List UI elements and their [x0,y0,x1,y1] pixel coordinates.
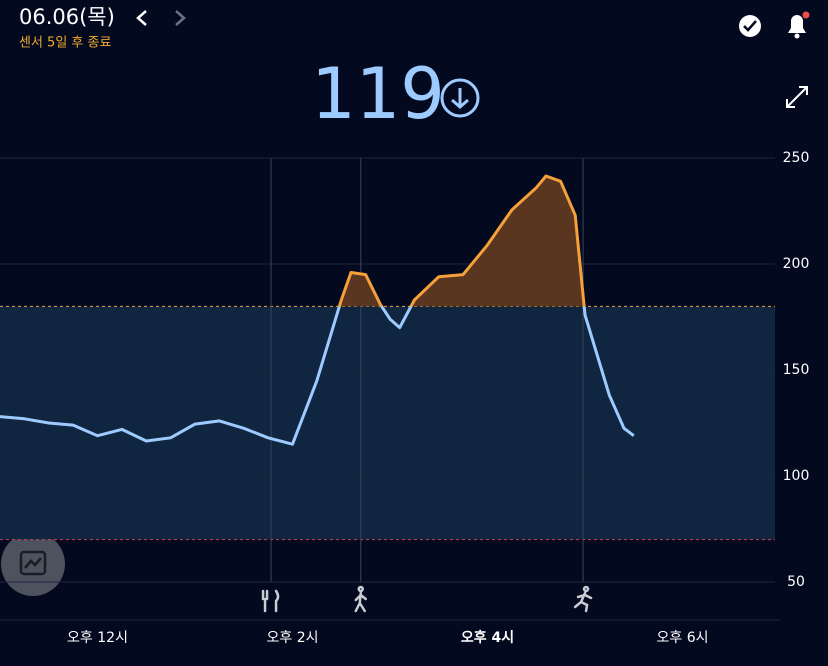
expand-icon[interactable] [786,86,808,108]
event-icon [573,585,593,613]
x-tick-label: 오후 12시 [67,630,128,646]
notification-icon[interactable] [788,11,810,39]
y-tick-label: 250 [783,150,810,166]
x-tick-label: 오후 2시 [267,630,319,646]
y-tick-label: 50 [787,574,805,590]
verified-icon[interactable] [739,15,761,37]
x-tick-label: 오후 6시 [657,630,709,646]
current-glucose: 119 [311,53,445,135]
x-tick-label: 오후 4시 [461,630,514,646]
sensor-note: 센서 5일 후 종료 [19,36,111,51]
date: 06.06(목) [19,5,115,29]
y-tick-label: 200 [783,256,810,272]
y-tick-label: 100 [783,468,810,484]
glucose-line [0,174,635,446]
prev-day[interactable] [136,10,147,26]
y-tick-label: 150 [783,362,810,378]
event-icon [261,589,280,613]
next-day[interactable] [175,10,186,26]
event-icon [354,585,367,613]
screenshot-button[interactable] [1,532,65,596]
high-area [339,176,585,307]
target-range-band [0,306,775,540]
trend-arrow [440,78,480,118]
